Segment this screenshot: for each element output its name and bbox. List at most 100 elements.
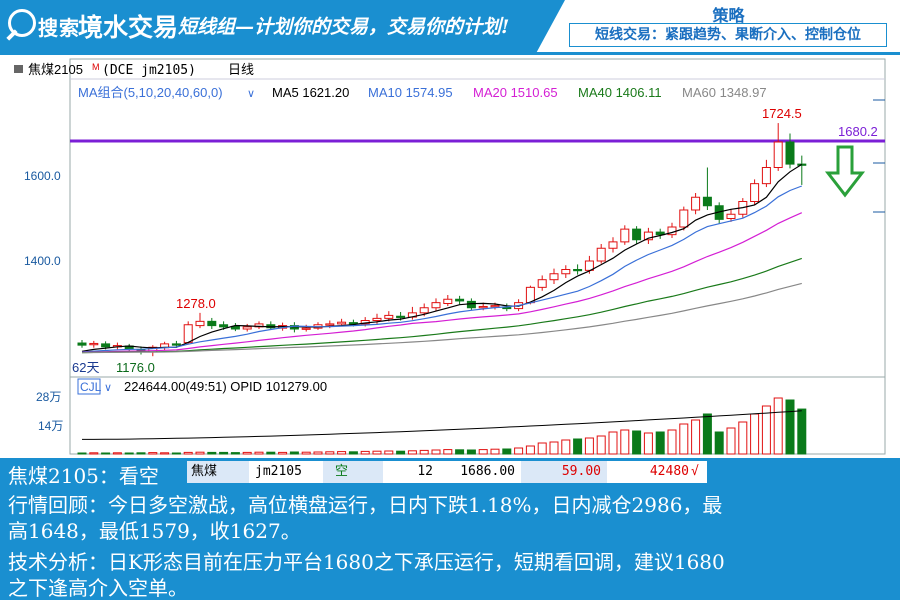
volume-bar — [561, 439, 571, 455]
volume-bar — [478, 449, 488, 455]
candle-body — [773, 141, 783, 168]
chart-window-icon[interactable] — [14, 65, 23, 73]
candle-body — [372, 317, 382, 321]
volume-bar — [726, 427, 736, 455]
open-interest-line — [82, 410, 802, 440]
volume-bar — [525, 445, 535, 455]
candle-body — [643, 231, 653, 241]
volume-bar — [313, 451, 323, 455]
price-chart: 焦煤2105 M (DCE jm2105) 日线 MA组合(5,10,20,40… — [14, 58, 886, 455]
volume-bar — [466, 449, 476, 455]
strategy-text: 短线交易：紧跟趋势、果断介入、控制仓位 — [569, 23, 887, 47]
candle-body — [537, 279, 547, 288]
ma20-legend: MA20 1510.65 — [473, 85, 558, 100]
candle-body — [455, 298, 465, 302]
technical-analysis-line: 技术分析：日K形态目前在压力平台1680之下承压运行，短期看回调，建议1680 — [8, 550, 725, 574]
ma-group-selector[interactable]: MA组合(5,10,20,40,60,0) — [78, 85, 223, 100]
period-selector[interactable]: 日线 — [228, 62, 254, 77]
chevron-down-icon[interactable]: ∨ — [247, 87, 255, 100]
volume-bar — [160, 452, 170, 455]
volume-bar — [514, 447, 524, 455]
volume-bar — [136, 452, 146, 455]
table-cell: 59.00 — [521, 461, 607, 483]
volume-bar — [183, 451, 193, 455]
volume-bar — [289, 451, 299, 455]
candle-body — [761, 167, 771, 185]
table-cell: jm2105 — [255, 464, 302, 479]
volume-bar — [89, 452, 99, 455]
volume-bar — [407, 450, 417, 455]
volume-bar — [301, 451, 311, 455]
table-cell: 12 — [417, 464, 433, 479]
ma60-legend: MA60 1348.97 — [682, 85, 767, 100]
volume-bar — [419, 449, 429, 455]
candle-body — [419, 307, 429, 314]
candle-body — [89, 342, 99, 346]
volume-bar — [502, 448, 512, 455]
volume-indicator-name[interactable]: CJL — [80, 380, 102, 394]
volume-bar — [431, 449, 441, 455]
volume-bar — [77, 452, 87, 455]
market-review-line: 行情回顾：今日多空激战，高位横盘运行，日内下跌1.18%，日内减仓2986，最 — [8, 493, 723, 517]
volume-bar — [620, 429, 630, 455]
candle-body — [750, 183, 760, 202]
volume-bar — [266, 451, 276, 455]
candle-body — [632, 228, 642, 241]
volume-bar — [278, 451, 288, 455]
volume-selector-box[interactable] — [77, 378, 101, 395]
candle-body — [608, 241, 618, 249]
ma40-legend: MA40 1406.11 — [578, 85, 662, 100]
volume-bar — [337, 451, 347, 455]
volume-bar — [101, 452, 111, 455]
candle-body — [596, 247, 606, 262]
chevron-down-icon[interactable]: ∨ — [104, 381, 112, 394]
volume-bar — [443, 449, 453, 455]
high-label: 1724.5 — [762, 106, 802, 121]
candle-body — [348, 322, 358, 325]
candle-body — [679, 209, 689, 228]
candle-body — [549, 273, 559, 281]
candle-body — [101, 343, 111, 348]
volume-bar — [785, 399, 795, 455]
candle-body — [301, 327, 311, 330]
volume-bar — [254, 451, 264, 455]
volume-bar — [124, 452, 134, 455]
resistance-label: 1680.2 — [838, 124, 878, 139]
volume-readout: 224644.00(49:51) OPID 101279.00 — [124, 379, 327, 394]
candle-body — [785, 141, 795, 165]
position-table: 焦煤 jm2105 空 12 1686.00 59.00 42480 √ — [187, 461, 707, 483]
volume-bar — [750, 413, 760, 455]
volume-bar — [632, 430, 642, 455]
volume-bar — [655, 431, 665, 455]
table-cell: 1686.00 — [460, 464, 515, 479]
y-axis-label: 1600.0 — [24, 169, 61, 183]
candle-body — [490, 305, 500, 308]
volume-bar — [230, 452, 240, 455]
volume-axis-label: 14万 — [38, 419, 63, 433]
symbol-label: 焦煤2105 — [28, 62, 83, 77]
candle-body — [478, 305, 488, 309]
check-icon: √ — [691, 464, 699, 479]
candle-body — [384, 314, 394, 319]
candle-body — [337, 321, 347, 325]
candle-body — [219, 324, 229, 328]
volume-bar — [207, 451, 217, 455]
volume-bar — [702, 413, 712, 455]
analysis-title: 焦煤2105：看空 — [8, 464, 159, 488]
volume-bar — [691, 419, 701, 455]
candle-body — [443, 298, 453, 304]
volume-bar — [714, 431, 724, 455]
volume-bar — [643, 432, 653, 455]
slogan: 短线组—计划你的交易，交易你的计划! — [178, 16, 510, 38]
volume-bar — [348, 451, 358, 455]
chart-panel: 焦煤2105 M (DCE jm2105) 日线 MA组合(5,10,20,40… — [0, 55, 900, 458]
volume-bar — [325, 451, 335, 455]
candle-body — [77, 342, 87, 346]
volume-bar — [549, 441, 559, 455]
brand-search-label: 搜索 — [38, 16, 80, 40]
candle-body — [195, 320, 205, 327]
candle-body — [726, 213, 736, 219]
ma-lines-group — [81, 163, 803, 354]
candle-body — [431, 302, 441, 309]
volume-bar — [584, 437, 594, 455]
